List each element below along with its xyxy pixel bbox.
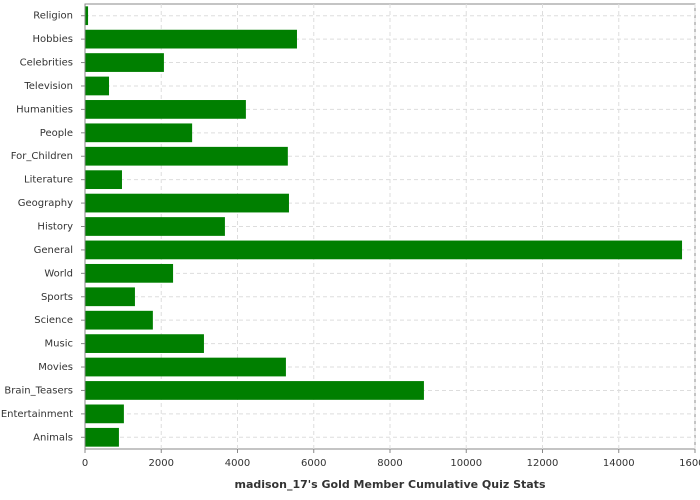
x-axis-title: madison_17's Gold Member Cumulative Quiz… — [234, 478, 545, 491]
y-tick-label: Humanities — [16, 104, 73, 115]
y-tick-label: Brain_Teasers — [4, 385, 73, 396]
bar — [85, 53, 164, 72]
bar — [85, 310, 153, 330]
y-tick-label: Television — [23, 81, 73, 92]
y-tick-label: Celebrities — [20, 58, 73, 69]
x-tick-label: 14000 — [603, 458, 635, 469]
x-tick-label: 4000 — [225, 458, 250, 469]
y-tick-label: Hobbies — [33, 34, 73, 45]
bar — [85, 76, 110, 96]
bar — [85, 404, 124, 424]
bar — [85, 334, 204, 353]
x-tick-label: 10000 — [450, 458, 482, 469]
bar — [85, 193, 289, 213]
y-tick-label: Music — [45, 339, 73, 350]
y-tick-label: Religion — [33, 11, 73, 22]
y-tick-label: Geography — [18, 198, 73, 209]
y-tick-label: Science — [34, 315, 73, 326]
y-tick-label: Sports — [41, 292, 73, 303]
x-tick-label: 6000 — [301, 458, 326, 469]
x-tick-label: 8000 — [377, 458, 402, 469]
y-tick-label: History — [37, 222, 73, 233]
x-tick-label: 16000 — [679, 458, 700, 469]
x-tick-label: 0 — [82, 458, 88, 469]
bar — [85, 29, 297, 49]
bar — [85, 123, 193, 143]
bar — [85, 170, 122, 190]
bar — [85, 6, 89, 26]
bar — [85, 381, 424, 400]
bar — [85, 100, 246, 119]
y-tick-label: World — [44, 268, 73, 279]
y-tick-label: People — [40, 128, 73, 139]
bar — [85, 263, 174, 283]
bar — [85, 357, 286, 377]
y-tick-label: Entertainment — [1, 409, 73, 420]
bar — [85, 240, 683, 260]
bar — [85, 287, 135, 307]
bar — [85, 146, 288, 166]
y-tick-label: Animals — [33, 432, 73, 443]
bar — [85, 427, 119, 447]
x-tick-label: 2000 — [149, 458, 174, 469]
x-tick-label: 12000 — [527, 458, 559, 469]
bar — [85, 217, 225, 236]
y-tick-label: For_Children — [11, 151, 73, 162]
y-tick-label: Movies — [38, 362, 73, 373]
y-tick-label: Literature — [24, 175, 73, 186]
y-tick-label: General — [34, 245, 73, 256]
